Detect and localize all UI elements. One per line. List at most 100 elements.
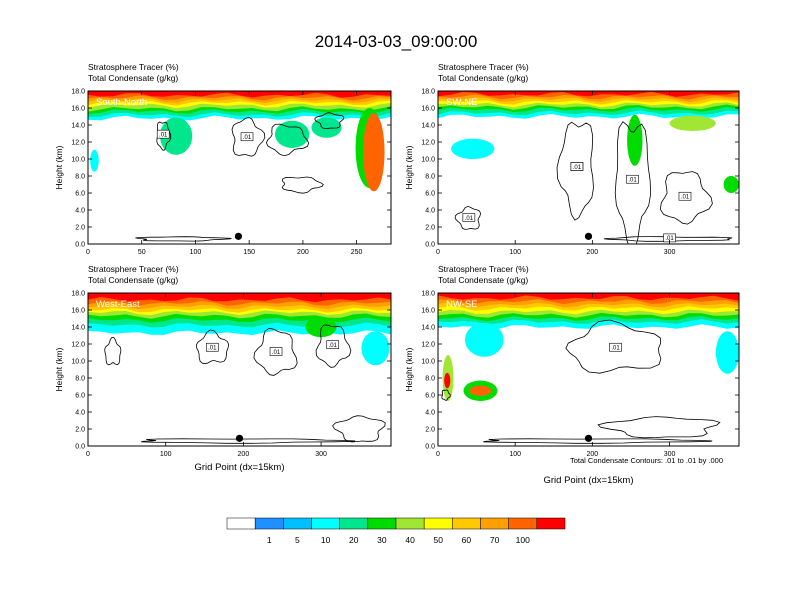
- contour-label: .01: [628, 178, 637, 184]
- tracer-blob: [669, 115, 716, 131]
- condensate-contour: [483, 438, 713, 444]
- location-marker: [234, 232, 243, 240]
- y-tick-label: 12.0: [71, 342, 85, 349]
- plot-area: .01 .01 .01: [88, 293, 391, 446]
- colorbar-swatch: [283, 517, 312, 530]
- x-tick-label: 250: [351, 249, 363, 256]
- y-tick-label: 10.0: [71, 359, 85, 366]
- contour-note: Total Condensate Contours: .01 to .01 by…: [570, 456, 724, 465]
- y-tick-label: 2.0: [425, 225, 435, 232]
- tracer-blob: [305, 316, 337, 338]
- plot-frame: [87, 292, 392, 447]
- contour-label-box: [206, 342, 219, 352]
- contour-label: .01: [272, 350, 281, 356]
- contour-label-box: [626, 174, 639, 184]
- colorbar-label: 50: [434, 535, 444, 545]
- condensate-contour: [314, 112, 345, 130]
- colorbar-swatch: [254, 517, 284, 530]
- contour-label-box: [609, 342, 622, 352]
- condensate-contour: [135, 236, 233, 242]
- y-tick-label: 2.0: [75, 427, 85, 434]
- y-tick-label: 4.0: [425, 410, 435, 417]
- y-tick-label: 0.0: [75, 242, 85, 249]
- panel-label-condensate: Total Condensate (g/kg): [88, 275, 178, 285]
- figure-title: 2014-03-03_09:00:00: [314, 32, 478, 51]
- plot-frame: [437, 292, 740, 447]
- location-marker: [584, 232, 593, 240]
- plot-area: .01: [438, 293, 739, 446]
- tracer-blob: [361, 331, 390, 366]
- tracer-blob: [723, 176, 739, 193]
- condensate-contour: [253, 327, 298, 376]
- panel-label-condensate: Total Condensate (g/kg): [438, 73, 528, 83]
- y-tick-label: 6.0: [75, 191, 85, 198]
- y-tick-label: 2.0: [75, 225, 85, 232]
- colorbar-label: 70: [490, 535, 500, 545]
- colorbar-swatch: [423, 517, 453, 530]
- colorbar-label: 5: [295, 535, 300, 545]
- x-tick-label: 0: [86, 451, 90, 458]
- colorbar-swatch: [395, 517, 425, 530]
- x-tick-label: 300: [664, 249, 676, 256]
- condensate-contour: [441, 389, 451, 401]
- colorbar-label: 40: [405, 535, 415, 545]
- panel-name: West-East: [96, 299, 140, 310]
- colorbar-label: 1: [267, 535, 272, 545]
- colorbar-swatch: [226, 517, 256, 530]
- tracer-layer: [88, 293, 391, 303]
- panel-name: SW-NE: [446, 97, 478, 108]
- colorbar-label: 10: [321, 535, 331, 545]
- y-tick-label: 4.0: [75, 410, 85, 417]
- panel-label-tracer: Stratosphere Tracer (%): [88, 264, 179, 274]
- y-tick-label: 8.0: [425, 174, 435, 181]
- y-tick-label: 6.0: [75, 393, 85, 400]
- x-axis-label: Grid Point (dx=15km): [194, 462, 284, 473]
- condensate-contour: [281, 176, 324, 194]
- x-tick-label: 100: [509, 249, 521, 256]
- y-tick-label: 14.0: [421, 123, 435, 130]
- panel-label-tracer: Stratosphere Tracer (%): [438, 62, 529, 72]
- condensate-contour: [597, 416, 721, 439]
- contour-label-box: [570, 162, 584, 171]
- x-tick-label: 150: [243, 249, 255, 256]
- contour-label-box: [678, 191, 692, 201]
- panel-label-tracer: Stratosphere Tracer (%): [88, 62, 179, 72]
- condensate-contour: [614, 121, 652, 244]
- x-tick-label: 100: [160, 451, 172, 458]
- condensate-contour: [104, 336, 122, 366]
- colorbar-label: 100: [516, 535, 530, 545]
- y-tick-label: 0.0: [425, 242, 435, 249]
- colorbar-swatch: [311, 517, 340, 530]
- y-tick-label: 18.0: [421, 291, 435, 298]
- panel-1: .01 .01 South-North Stratosphere Tracer (%)…: [54, 62, 392, 256]
- plot-frame: [437, 90, 740, 245]
- tracer-layer: [88, 91, 391, 98]
- y-tick-label: 18.0: [71, 89, 85, 96]
- colorbar-swatch: [367, 517, 397, 530]
- y-tick-label: 18.0: [421, 89, 435, 96]
- condensate-contour: [315, 324, 352, 368]
- contour-label: .01: [208, 346, 217, 352]
- location-marker: [235, 434, 244, 442]
- y-axis-label: Height (km): [54, 145, 64, 189]
- y-tick-label: 16.0: [421, 308, 435, 315]
- y-tick-label: 8.0: [425, 376, 435, 383]
- y-axis-label: Height (km): [404, 347, 414, 391]
- x-tick-label: 100: [509, 451, 521, 458]
- contour-label-box: [462, 213, 476, 222]
- x-tick-label: 300: [664, 451, 676, 458]
- y-tick-label: 12.0: [71, 140, 85, 147]
- tracer-blob: [90, 149, 99, 172]
- y-tick-label: 4.0: [75, 208, 85, 215]
- panel-label-condensate: Total Condensate (g/kg): [438, 275, 528, 285]
- condensate-contour: [603, 236, 733, 242]
- y-tick-label: 14.0: [71, 325, 85, 332]
- y-tick-label: 10.0: [71, 157, 85, 164]
- y-tick-label: 14.0: [421, 325, 435, 332]
- y-tick-label: 8.0: [75, 376, 85, 383]
- tracer-blob: [451, 138, 495, 159]
- tracer-blob: [627, 114, 643, 166]
- tracer-blob: [444, 372, 451, 389]
